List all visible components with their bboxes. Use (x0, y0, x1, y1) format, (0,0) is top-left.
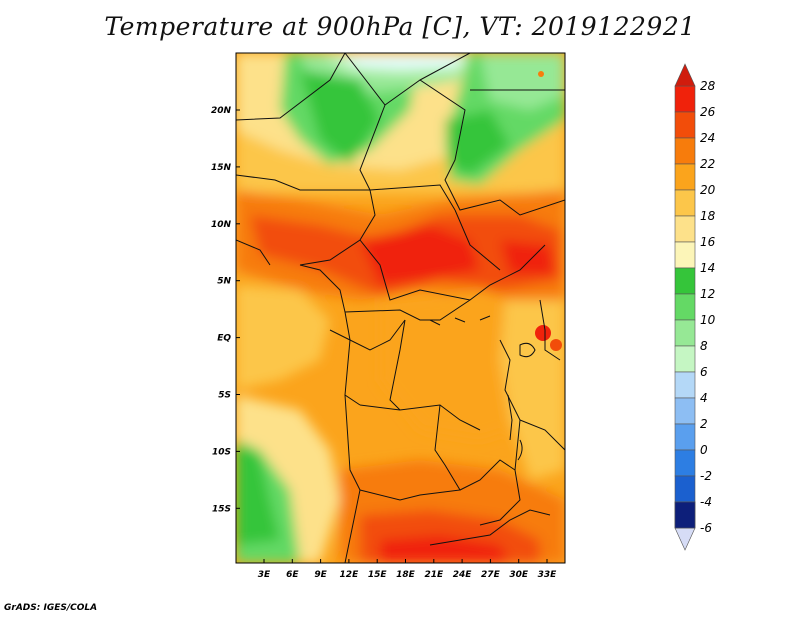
colorbar-swatch (674, 475, 696, 503)
colorbar-swatch (674, 423, 696, 451)
colorbar-label: 24 (700, 131, 715, 145)
colorbar-label: 22 (700, 157, 715, 171)
lon-tick-label: 30E (509, 570, 529, 580)
map-title: Temperature at 900hPa [C], VT: 201912292… (104, 12, 696, 41)
lon-tick-label: 24E (453, 570, 473, 580)
colorbar-swatch (674, 319, 696, 347)
lon-tick-label: 15E (368, 570, 388, 580)
lat-tick-label: 5N (217, 277, 231, 287)
lon-tick-label: 12E (340, 570, 360, 580)
lon-tick-label: 27E (481, 570, 501, 580)
colorbar-label: 4 (700, 391, 708, 405)
colorbar-label: 2 (700, 417, 708, 431)
lat-tick-label: 15S (212, 504, 231, 514)
colorbar-label: 12 (700, 287, 715, 301)
colorbar-swatch (674, 345, 696, 373)
colorbar-swatch (674, 371, 696, 399)
colorbar-label: 28 (700, 79, 716, 93)
map-frame (235, 52, 566, 564)
colorbar-swatch (674, 267, 696, 295)
colorbar-label: 8 (700, 339, 708, 353)
lat-tick-label: 10N (211, 220, 232, 230)
colorbar-label: 16 (700, 235, 716, 249)
colorbar-swatch (674, 241, 696, 269)
lon-tick-label: 21E (424, 570, 444, 580)
colorbar-swatch (674, 85, 696, 113)
colorbar-swatch (674, 449, 696, 477)
country-borders (236, 53, 565, 563)
colorbar-swatch (674, 293, 696, 321)
colorbar-swatch (674, 397, 696, 425)
colorbar-top-cap (674, 63, 696, 87)
colorbar-label: 20 (700, 183, 716, 197)
colorbar-swatch (674, 111, 696, 139)
lon-tick-label: 6E (286, 570, 299, 580)
colorbar-swatch (674, 163, 696, 191)
lake-outlines (429, 315, 536, 461)
lon-tick-label: 3E (258, 570, 271, 580)
colorbar-label: -6 (700, 521, 712, 535)
colorbar-label: -2 (700, 469, 712, 483)
latitude-axis: 20N 15N 10N 5N EQ 5S 10S 15S (211, 106, 240, 514)
lat-tick-label: 10S (212, 447, 231, 457)
lat-tick-label: 20N (211, 106, 232, 116)
colorbar-label: 26 (700, 105, 716, 119)
colorbar-label: 18 (700, 209, 716, 223)
lon-tick-label: 9E (314, 570, 327, 580)
lat-tick-label: EQ (217, 334, 231, 344)
temperature-field (236, 53, 565, 563)
colorbar-label: 14 (700, 261, 715, 275)
longitude-axis: 3E 6E 9E 12E 15E 18E 21E 24E 27E 30E 33E (258, 559, 557, 580)
colorbar-bottom-cap (674, 527, 696, 551)
colorbar-swatch (674, 501, 696, 529)
colorbar-label: 10 (700, 313, 716, 327)
lon-tick-label: 33E (538, 570, 558, 580)
grads-credit: GrADS: IGES/COLA (4, 603, 98, 613)
colorbar-label: 0 (700, 443, 708, 457)
lon-tick-label: 18E (396, 570, 416, 580)
colorbar-label: 6 (700, 365, 708, 379)
colorbar-swatch (674, 215, 696, 243)
lat-tick-label: 5S (218, 391, 231, 401)
colorbar-label: -4 (700, 495, 712, 509)
colorbar-swatch (674, 137, 696, 165)
lat-tick-label: 15N (211, 163, 232, 173)
colorbar-swatch (674, 189, 696, 217)
